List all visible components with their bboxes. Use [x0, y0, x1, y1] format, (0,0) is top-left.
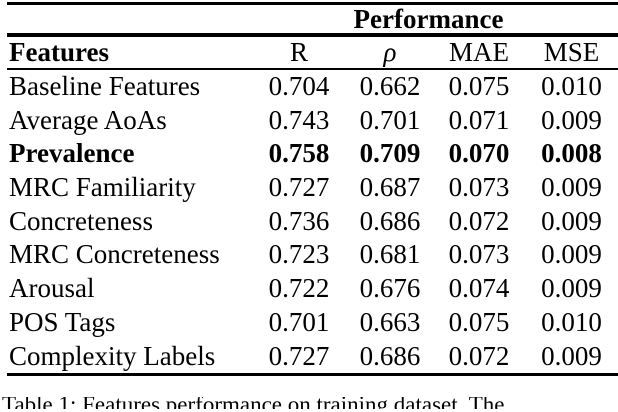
cell-mae: 0.075: [448, 306, 510, 337]
cell-r: 0.758: [268, 138, 330, 169]
cell-r: 0.704: [268, 71, 330, 101]
header-rho: ρ: [383, 37, 397, 67]
cell-mse: 0.009: [541, 205, 602, 236]
header-row: Features R ρ MAE MSE: [7, 37, 618, 68]
cell-mae: 0.070: [448, 138, 510, 169]
spanner-performance: Performance: [353, 3, 504, 34]
spanner-row: Performance: [7, 5, 618, 33]
cell-feature: Baseline Features: [9, 71, 201, 101]
cell-rho: 0.709: [359, 138, 421, 169]
cell-r: 0.727: [268, 340, 330, 371]
cell-mse: 0.009: [541, 340, 602, 371]
cell-mse: 0.010: [541, 71, 602, 101]
table-row: MRC Concreteness 0.723 0.681 0.073 0.009: [7, 238, 618, 272]
cell-rho: 0.687: [359, 172, 421, 203]
cell-r: 0.701: [268, 306, 330, 337]
cell-r: 0.743: [268, 104, 330, 135]
cell-mse: 0.009: [541, 273, 602, 304]
cell-rho: 0.663: [359, 306, 421, 337]
table-row-best: Prevalence 0.758 0.709 0.070 0.008: [7, 137, 618, 171]
table-row: Concreteness 0.736 0.686 0.072 0.009: [7, 205, 618, 239]
cell-feature: Complexity Labels: [9, 340, 216, 371]
cell-mae: 0.073: [448, 239, 510, 270]
top-rule: [7, 2, 618, 5]
cell-rho: 0.686: [359, 205, 421, 236]
cell-r: 0.723: [268, 239, 330, 270]
cell-mae: 0.071: [448, 104, 510, 135]
cell-mse: 0.008: [541, 138, 602, 169]
table-row: Baseline Features 0.704 0.662 0.075 0.01…: [7, 70, 618, 104]
cell-rho: 0.681: [359, 239, 421, 270]
cell-feature: MRC Familiarity: [9, 172, 196, 203]
bottom-rule: [7, 373, 618, 377]
cell-mae: 0.075: [448, 71, 510, 101]
table-row: Average AoAs 0.743 0.701 0.071 0.009: [7, 104, 618, 138]
cell-feature: Concreteness: [9, 205, 153, 236]
cell-rho: 0.701: [359, 104, 421, 135]
header-features: Features: [9, 37, 109, 67]
cell-rho: 0.676: [359, 273, 421, 304]
cell-mae: 0.074: [448, 273, 510, 304]
cell-mae: 0.072: [448, 340, 510, 371]
cell-feature: Prevalence: [9, 138, 135, 169]
mid-rule: [7, 33, 618, 37]
cell-feature: POS Tags: [9, 306, 116, 337]
cell-feature: MRC Concreteness: [9, 239, 220, 270]
header-mae: MAE: [449, 37, 509, 67]
cell-mse: 0.009: [541, 104, 602, 135]
table-caption-clipped: Table 1: Features performance on trainin…: [0, 397, 618, 409]
cell-mae: 0.073: [448, 172, 510, 203]
cell-r: 0.727: [268, 172, 330, 203]
header-rule: [7, 68, 618, 70]
cell-r: 0.736: [268, 205, 330, 236]
table-row: Arousal 0.722 0.676 0.074 0.009: [7, 272, 618, 306]
cell-rho: 0.686: [359, 340, 421, 371]
cell-mse: 0.010: [541, 306, 602, 337]
cell-feature: Average AoAs: [9, 104, 167, 135]
header-r: R: [289, 37, 308, 67]
table-row: POS Tags 0.701 0.663 0.075 0.010: [7, 306, 618, 340]
table-caption-text: Table 1: Features performance on trainin…: [2, 397, 618, 409]
cell-rho: 0.662: [359, 71, 421, 101]
cell-mse: 0.009: [541, 172, 602, 203]
table-row: MRC Familiarity 0.727 0.687 0.073 0.009: [7, 171, 618, 205]
cell-mse: 0.009: [541, 239, 602, 270]
table-row: Complexity Labels 0.727 0.686 0.072 0.00…: [7, 340, 618, 374]
cell-mae: 0.072: [448, 205, 510, 236]
header-mse: MSE: [543, 37, 600, 67]
cell-r: 0.722: [268, 273, 330, 304]
cell-feature: Arousal: [9, 273, 95, 304]
results-table: Performance Features R ρ MAE MSE Baselin…: [7, 2, 618, 377]
